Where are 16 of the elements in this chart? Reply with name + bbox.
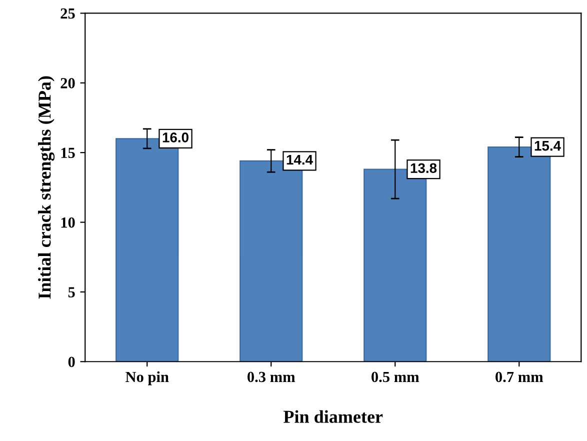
x-axis-title: Pin diameter <box>284 410 383 423</box>
data-label: 13.8 <box>410 163 437 174</box>
data-label: 14.4 <box>286 154 313 165</box>
y-tick-label: 10 <box>61 217 75 228</box>
data-label: 16.0 <box>162 132 188 142</box>
y-tick-label: 15 <box>61 148 75 158</box>
y-tick-label: 5 <box>68 287 75 298</box>
x-tick-label: 0.7 mm <box>496 372 544 382</box>
x-tick-label: 0.5 mm <box>372 372 420 382</box>
y-tick-label: 25 <box>60 8 75 19</box>
x-tick-label: 0.3 mm <box>248 372 296 382</box>
y-axis-title: Initial crack strengths (MPa) <box>38 76 55 299</box>
x-tick-label: No pin <box>126 371 169 386</box>
y-tick-label: 0 <box>68 356 75 368</box>
data-label: 15.4 <box>534 141 561 151</box>
y-tick-label: 20 <box>60 78 75 88</box>
